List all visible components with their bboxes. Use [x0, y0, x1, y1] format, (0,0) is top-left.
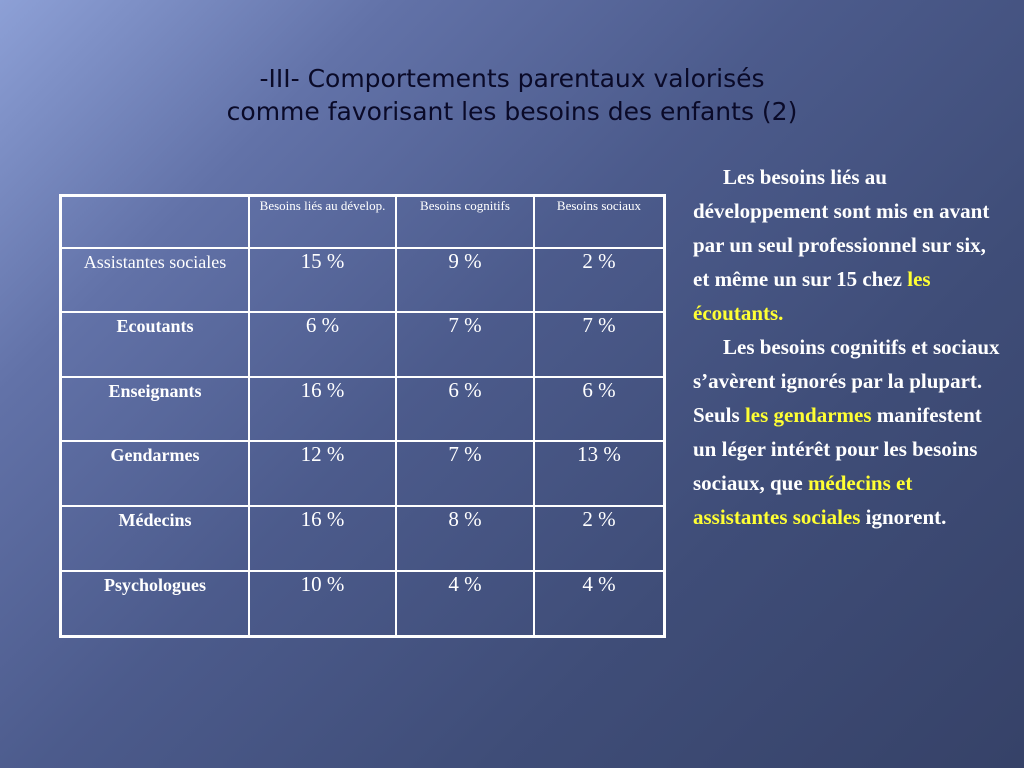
row-label-enseignants: Enseignants: [59, 375, 250, 443]
cell-value: 4 %: [395, 569, 535, 638]
slide-title-line-1: -III- Comportements parentaux valorisés: [259, 64, 765, 93]
cell-value: 16 %: [248, 375, 397, 443]
table-row: Psychologues 10 % 4 % 4 %: [59, 569, 666, 638]
table-header-sociaux: Besoins sociaux: [533, 194, 666, 249]
cell-value: 6 %: [395, 375, 535, 443]
cell-value-highlight: 6 %: [248, 311, 397, 378]
commentary-highlight: les écoutants.: [693, 267, 931, 325]
commentary-text-run: manifestent un léger intérêt pour les be…: [693, 403, 982, 495]
table-row: Gendarmes 12 % 7 % 13 %: [59, 440, 666, 508]
slide-title-line-2: comme favorisant les besoins des enfants…: [226, 97, 798, 126]
cell-value: 15 %: [248, 246, 397, 314]
table-row: Assistantes sociales 15 % 9 % 2 %: [59, 246, 666, 314]
commentary-text: Les besoins liés au développement sont m…: [693, 160, 1003, 534]
cell-value: 9 %: [395, 246, 535, 314]
cell-value: 7 %: [395, 311, 535, 378]
commentary-text-run: ignorent.: [860, 505, 947, 529]
table-header-row: Besoins liés au dévelop. Besoins cogniti…: [59, 194, 666, 249]
cell-value: 12 %: [248, 440, 397, 508]
table-header-empty: [59, 194, 250, 249]
table-row: Enseignants 16 % 6 % 6 %: [59, 375, 666, 443]
commentary-paragraph-2: Les besoins cognitifs et sociaux s’avère…: [693, 330, 1003, 534]
row-label-medecins: Médecins: [59, 505, 250, 572]
cell-value: 16 %: [248, 505, 397, 572]
cell-value: 6 %: [533, 375, 666, 443]
cell-value: 7 %: [533, 311, 666, 378]
cell-value-highlight: 2 %: [533, 246, 666, 314]
commentary-highlight: médecins et assistantes sociales: [693, 471, 913, 529]
row-label-ecoutants: Ecoutants: [59, 311, 250, 378]
cell-value: 10 %: [248, 569, 397, 638]
row-label-psychologues: Psychologues: [59, 569, 250, 638]
table-row: Médecins 16 % 8 % 2 %: [59, 505, 666, 572]
commentary-paragraph-1: Les besoins liés au développement sont m…: [693, 160, 1003, 330]
data-table: Besoins liés au dévelop. Besoins cogniti…: [59, 194, 666, 638]
table-header-cognitifs: Besoins cognitifs: [395, 194, 535, 249]
row-label-assistantes-sociales: Assistantes sociales: [59, 246, 250, 314]
table-header-developpement: Besoins liés au dévelop.: [248, 194, 397, 249]
cell-value: 8 %: [395, 505, 535, 572]
cell-value-highlight: 2 %: [533, 505, 666, 572]
row-label-gendarmes: Gendarmes: [59, 440, 250, 508]
slide-title: -III- Comportements parentaux valorisés …: [0, 62, 1024, 128]
commentary-highlight: les gendarmes: [744, 403, 872, 427]
cell-value: 7 %: [395, 440, 535, 508]
commentary-text-run: Les besoins cognitifs et sociaux s’avère…: [693, 335, 1000, 427]
commentary-text-run: Les besoins liés au développement sont m…: [693, 165, 990, 291]
table-row: Ecoutants 6 % 7 % 7 %: [59, 311, 666, 378]
cell-value-highlight: 13 %: [533, 440, 666, 508]
cell-value: 4 %: [533, 569, 666, 638]
